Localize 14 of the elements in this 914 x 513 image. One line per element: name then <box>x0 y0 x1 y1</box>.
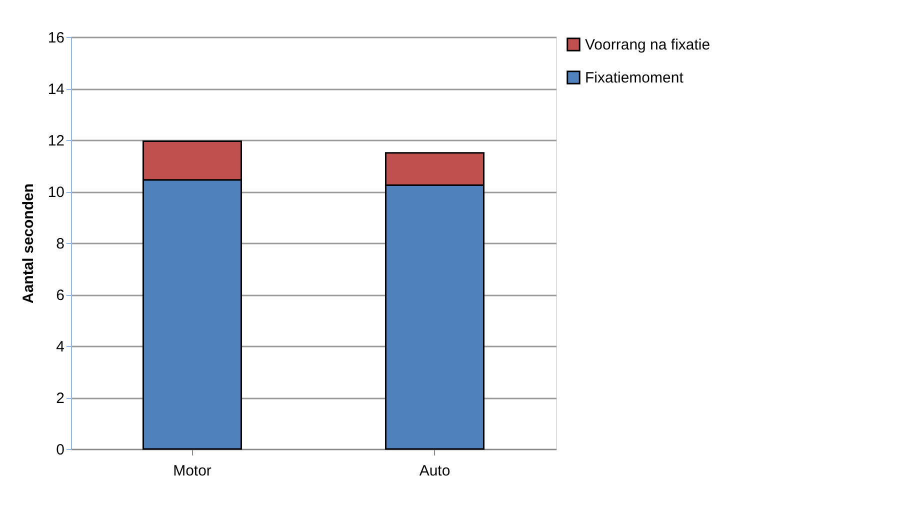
x-tick-label: Auto <box>419 462 450 480</box>
y-tick-label: 2 <box>56 390 64 407</box>
y-tick-label: 6 <box>56 287 64 304</box>
legend-label: Voorrang na fixatie <box>585 36 710 54</box>
x-tick-label: Motor <box>173 462 212 480</box>
y-tick-label: 14 <box>48 81 64 98</box>
y-tick-label: 8 <box>56 236 64 252</box>
y-tick-label: 16 <box>48 30 64 46</box>
y-tick-label: 10 <box>48 184 64 201</box>
legend-label: Fixatiemoment <box>585 70 684 86</box>
y-axis-title: Aantal seconden <box>20 183 37 304</box>
y-tick-label: 12 <box>48 132 64 150</box>
y-tick-label: 0 <box>56 442 64 458</box>
y-tick-label: 4 <box>56 338 64 356</box>
